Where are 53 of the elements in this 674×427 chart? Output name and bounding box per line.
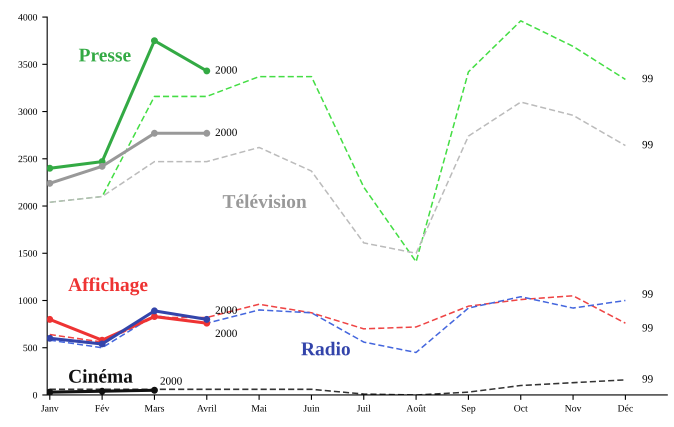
point bbox=[98, 388, 106, 395]
annotation: 99 bbox=[642, 74, 653, 82]
point bbox=[203, 67, 210, 74]
x-tick-label: Oct bbox=[514, 405, 528, 412]
point bbox=[47, 164, 54, 172]
point bbox=[98, 162, 106, 170]
point bbox=[47, 316, 54, 323]
annotation: 2000 bbox=[216, 330, 237, 338]
annotation: 99 bbox=[642, 140, 653, 148]
annotation: 99 bbox=[642, 324, 653, 332]
y-tick-label: 2500 bbox=[18, 156, 38, 162]
point bbox=[98, 340, 106, 348]
series-label: Presse bbox=[78, 48, 131, 62]
point bbox=[47, 180, 54, 187]
y-tick-label: 500 bbox=[23, 344, 38, 352]
x-tick-label: Janv bbox=[41, 405, 59, 412]
y-tick-label: 1500 bbox=[18, 250, 38, 257]
point bbox=[150, 37, 158, 44]
series-label: Affichage bbox=[68, 277, 148, 296]
point bbox=[47, 388, 54, 395]
y-tick-label: 4000 bbox=[18, 14, 38, 21]
y-tick-label: 0 bbox=[32, 392, 38, 398]
x-tick-label: Mai bbox=[252, 405, 267, 412]
annotation: 2000 bbox=[216, 306, 237, 314]
x-tick-label: Déc bbox=[618, 404, 633, 412]
x-tick-label: Juil bbox=[356, 404, 371, 412]
line-series bbox=[49, 101, 626, 254]
annotation: 99 bbox=[642, 375, 653, 383]
point bbox=[150, 307, 158, 314]
annotation: 2000 bbox=[216, 128, 237, 136]
point bbox=[203, 316, 210, 323]
x-tick-label: Nov bbox=[564, 405, 582, 412]
y-tick-label: 3000 bbox=[18, 108, 38, 116]
point bbox=[150, 313, 158, 320]
annotation: 2000 bbox=[216, 66, 237, 74]
point bbox=[203, 130, 210, 137]
y-tick-label: 1000 bbox=[18, 297, 38, 304]
series-label: Cinéma bbox=[69, 369, 133, 383]
x-tick-label: Mars bbox=[144, 405, 164, 412]
annotation: 2000 bbox=[160, 377, 182, 385]
text: Télévision bbox=[222, 194, 306, 208]
point bbox=[150, 130, 158, 137]
x-tick-label: Fév bbox=[95, 404, 110, 412]
point bbox=[150, 386, 158, 394]
x-tick-label: Avril bbox=[196, 404, 216, 412]
x-tick-label: Juin bbox=[304, 405, 320, 412]
point bbox=[47, 334, 54, 342]
annotation: 99 bbox=[642, 290, 653, 298]
y-tick-label: 3500 bbox=[18, 61, 38, 68]
x-tick-label: Sep bbox=[462, 405, 476, 414]
x-tick-label: Août bbox=[406, 404, 426, 412]
text: Radio bbox=[301, 342, 350, 356]
y-tick-label: 2000 bbox=[18, 202, 38, 210]
